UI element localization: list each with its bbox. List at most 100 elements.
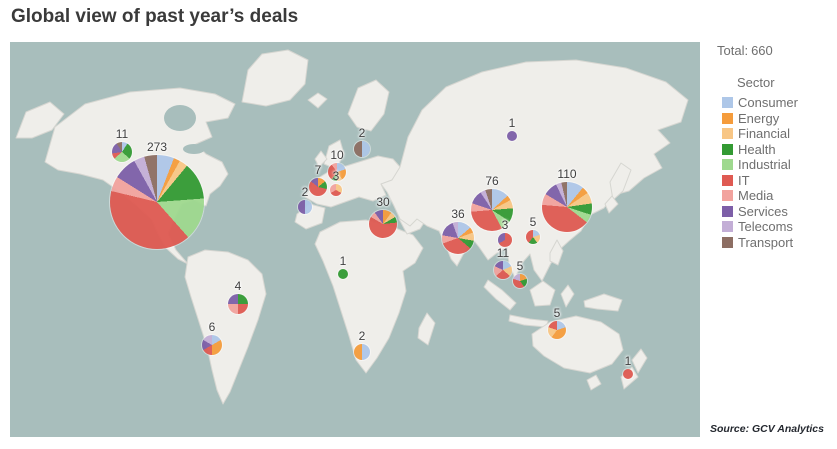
pie-count-label: 5 <box>529 215 537 229</box>
map-pie[interactable] <box>542 182 592 232</box>
map-pie[interactable] <box>330 184 342 196</box>
landmass-sulawesi <box>560 284 575 308</box>
pie-count-label: 7 <box>314 163 322 177</box>
pie-count-label: 1 <box>624 354 632 368</box>
services-swatch-icon <box>722 205 733 217</box>
consumer-swatch-icon <box>722 97 733 109</box>
map-pie[interactable] <box>494 261 512 279</box>
pie-count-label: 2 <box>358 126 366 140</box>
pie-count-label: 3 <box>501 218 509 232</box>
legend-item-telecoms[interactable]: Telecoms <box>722 219 835 235</box>
landmass-alaska <box>15 101 65 139</box>
map-pie[interactable] <box>507 131 517 141</box>
page-title: Global view of past year’s deals <box>11 6 299 27</box>
pie-count-label: 30 <box>376 195 390 209</box>
map-pie[interactable] <box>112 142 132 162</box>
legend-item-financial[interactable]: Financial <box>722 126 835 142</box>
landmass-africa <box>314 219 424 374</box>
total-count: Total: 660 <box>717 43 835 58</box>
legend-item-label: Financial <box>738 126 791 142</box>
legend-item-label: Services <box>738 203 788 219</box>
map-pie[interactable] <box>354 344 370 360</box>
map-pie[interactable] <box>526 230 540 244</box>
pie-count-label: 4 <box>234 279 242 293</box>
map-pie[interactable] <box>298 200 312 214</box>
legend-list: Consumer Energy Financial Health Industrial I… <box>707 95 835 250</box>
pie-count-label: 1 <box>339 254 347 268</box>
landmass-greenland <box>241 49 309 107</box>
map-pie[interactable] <box>623 369 633 379</box>
pie-count-label: 6 <box>208 320 216 334</box>
landmass-south-america <box>184 249 267 405</box>
map-pie[interactable] <box>513 274 527 288</box>
map-pie[interactable] <box>548 321 566 339</box>
legend-item-label: Health <box>738 141 776 157</box>
legend-item-services[interactable]: Services <box>722 204 835 220</box>
map-pie[interactable] <box>471 189 513 231</box>
industrial-swatch-icon <box>722 159 733 171</box>
landmass-borneo <box>529 280 556 307</box>
landmass-madagascar <box>417 312 436 346</box>
legend-item-health[interactable]: Health <box>722 142 835 158</box>
landmass-new-guinea <box>583 293 623 312</box>
pie-count-label: 273 <box>146 140 168 154</box>
health-swatch-icon <box>722 143 733 155</box>
legend-item-label: Energy <box>738 110 780 126</box>
pie-count-label: 5 <box>553 306 561 320</box>
map-pie[interactable] <box>309 178 327 196</box>
legend-item-consumer[interactable]: Consumer <box>722 95 835 111</box>
pie-count-label: 1 <box>508 116 516 130</box>
landmass-scandinavia <box>347 79 390 132</box>
pie-count-label: 10 <box>330 148 344 162</box>
hudson-bay <box>164 105 196 131</box>
map-pie[interactable] <box>110 155 204 249</box>
pie-count-label: 11 <box>496 246 510 260</box>
legend-item-label: Telecoms <box>738 219 793 235</box>
great-lakes <box>183 144 205 154</box>
legend-title: Sector <box>737 75 775 90</box>
pie-count-label: 2 <box>358 329 366 343</box>
map-pie[interactable] <box>338 269 348 279</box>
legend-item-label: Media <box>738 188 774 204</box>
pie-count-label: 36 <box>451 207 465 221</box>
map-pie[interactable] <box>369 210 397 238</box>
map-pie[interactable] <box>498 233 512 247</box>
legend-item-energy[interactable]: Energy <box>722 111 835 127</box>
transport-swatch-icon <box>722 236 733 248</box>
media-swatch-icon <box>722 190 733 202</box>
world-map: 11 273 2 10 7 3 2 30 1 2 4 6 36 76 110 1 3 5 11 5 5 1 <box>10 42 700 437</box>
legend-item-label: IT <box>738 172 750 188</box>
landmass-sumatra <box>483 279 517 311</box>
legend-item-label: Industrial <box>738 157 791 173</box>
pie-count-label: 3 <box>332 169 340 183</box>
total-value: 660 <box>751 43 773 58</box>
legend-panel: Total: 660 Sector Consumer Energy Financial… <box>707 42 835 250</box>
pie-count-label: 5 <box>516 259 524 273</box>
financial-swatch-icon <box>722 128 733 140</box>
legend-item-it[interactable]: IT <box>722 173 835 189</box>
map-pie[interactable] <box>442 222 474 254</box>
pie-count-label: 11 <box>115 127 129 141</box>
legend-item-label: Consumer <box>738 95 798 111</box>
it-swatch-icon <box>722 174 733 186</box>
legend-item-industrial[interactable]: Industrial <box>722 157 835 173</box>
map-pie[interactable] <box>328 163 346 181</box>
pie-count-label: 110 <box>557 167 577 181</box>
pies-layer: 11 273 2 10 7 3 2 30 1 2 4 6 36 76 110 1 3 5 11 5 5 1 <box>10 42 700 437</box>
landmass-new-zealand-north <box>631 348 648 374</box>
landmass-philippines <box>549 239 564 266</box>
source-credit: Source: GCV Analytics <box>710 423 824 435</box>
landmass-ireland <box>314 150 328 168</box>
map-pie[interactable] <box>228 294 248 314</box>
landmass-japan-south <box>604 195 619 214</box>
landmass-tasmania <box>586 374 602 391</box>
map-pie[interactable] <box>354 141 370 157</box>
legend-item-transport[interactable]: Transport <box>722 235 835 251</box>
landmass-iceland <box>307 92 328 109</box>
energy-swatch-icon <box>722 112 733 124</box>
map-pie[interactable] <box>202 335 222 355</box>
total-label: Total: <box>717 43 749 58</box>
pie-count-label: 2 <box>301 185 309 199</box>
legend-item-media[interactable]: Media <box>722 188 835 204</box>
